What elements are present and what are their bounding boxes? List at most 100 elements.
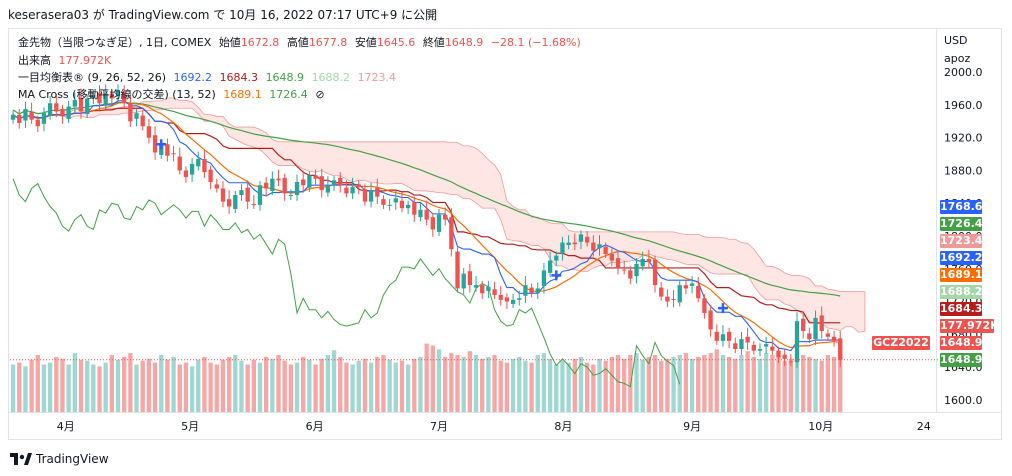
footer-brand[interactable]: TradingView bbox=[10, 452, 109, 466]
volume-bar bbox=[640, 359, 645, 412]
volume-bar bbox=[47, 362, 53, 412]
volume-bar bbox=[78, 359, 84, 412]
volume-bar bbox=[226, 356, 232, 412]
volume-bar bbox=[603, 360, 608, 412]
volume-bar bbox=[646, 356, 652, 412]
volume-bar bbox=[350, 364, 355, 412]
y-tick-label: 1960.0 bbox=[944, 99, 983, 112]
tenkan-line bbox=[12, 100, 841, 352]
close-label: 終値 bbox=[422, 36, 445, 49]
volume-bar bbox=[115, 359, 121, 412]
candle-body bbox=[35, 119, 40, 127]
volume-label[interactable]: 出来高 bbox=[18, 54, 51, 67]
volume-bar bbox=[733, 358, 738, 412]
volume-bar bbox=[134, 364, 139, 412]
volume-bar bbox=[683, 353, 689, 412]
symbol-label[interactable]: 金先物（当限つなぎ足）, 1日, COMEX bbox=[18, 36, 212, 49]
candle-body bbox=[196, 159, 201, 167]
candle-body bbox=[634, 263, 639, 277]
candle-body bbox=[467, 271, 473, 286]
price-tag: 177.972K bbox=[940, 319, 999, 333]
tradingview-logo-icon bbox=[10, 453, 32, 465]
candle-body bbox=[381, 199, 386, 205]
candle-body bbox=[208, 169, 213, 182]
x-tick-label: 7月 bbox=[430, 420, 448, 433]
candle-body bbox=[677, 285, 682, 303]
price-tag: 1689.1 bbox=[940, 268, 983, 282]
x-tick-label: 10月 bbox=[808, 420, 833, 433]
volume-bar bbox=[418, 356, 423, 412]
x-tick-label: 6月 bbox=[306, 420, 324, 433]
volume-bar bbox=[770, 355, 775, 412]
candle-body bbox=[146, 126, 152, 138]
candle-body bbox=[294, 181, 300, 196]
candle-body bbox=[597, 244, 602, 249]
candle-body bbox=[134, 113, 139, 119]
candle-body bbox=[523, 285, 528, 296]
candle-body bbox=[412, 202, 417, 215]
volume-bar bbox=[393, 362, 398, 412]
candle-body bbox=[510, 299, 516, 304]
candle-body bbox=[659, 287, 664, 297]
volume-bar bbox=[776, 356, 781, 412]
ichimoku-chikou-value: 1648.9 bbox=[265, 71, 305, 84]
volume-bar bbox=[436, 349, 442, 412]
candle-body bbox=[226, 199, 232, 207]
candle-body bbox=[745, 336, 750, 343]
candle-body bbox=[282, 177, 287, 194]
volume-bar bbox=[282, 360, 287, 412]
macross-label[interactable]: MA Cross (移動平均線の交差) (13, 52) bbox=[18, 88, 216, 101]
candle-body bbox=[609, 254, 614, 261]
low-value: 1645.6 bbox=[376, 36, 416, 49]
candle-body bbox=[115, 90, 121, 96]
candle-body bbox=[128, 103, 133, 122]
ma-slow-line bbox=[12, 101, 841, 297]
candle-body bbox=[140, 115, 145, 127]
chart-frame bbox=[8, 28, 1002, 440]
candle-body bbox=[801, 318, 806, 332]
candle-body bbox=[362, 189, 368, 202]
volume-bar bbox=[91, 364, 96, 412]
volume-bar bbox=[782, 360, 787, 412]
candle-body bbox=[331, 180, 337, 186]
volume-bar bbox=[122, 356, 127, 412]
volume-value: 177.972K bbox=[58, 54, 112, 67]
unit-label[interactable]: apoz bbox=[944, 52, 971, 65]
volume-bar bbox=[165, 359, 170, 412]
price-tag: 1648.9 bbox=[940, 336, 983, 350]
candle-body bbox=[202, 159, 207, 173]
candle-body bbox=[368, 190, 374, 202]
candle-body bbox=[751, 344, 756, 351]
candle-body bbox=[418, 209, 423, 218]
volume-bar bbox=[831, 356, 837, 412]
legend-ohlc-row: 金先物（当限つなぎ足）, 1日, COMEX 始値1672.8 高値1677.8… bbox=[18, 34, 585, 50]
candle-body bbox=[387, 204, 392, 206]
currency-label[interactable]: USD bbox=[944, 34, 968, 47]
candle-body bbox=[307, 175, 312, 188]
change-value: −28.1 (−1.68%) bbox=[490, 36, 581, 49]
price-tag: 1768.6 bbox=[940, 200, 983, 214]
candle-body bbox=[671, 299, 676, 301]
candle-body bbox=[492, 289, 497, 295]
volume-bar bbox=[381, 355, 386, 412]
volume-bar bbox=[523, 360, 528, 412]
ichimoku-spana-value: 1688.2 bbox=[311, 71, 351, 84]
volume-bar bbox=[529, 362, 534, 412]
volume-bar bbox=[72, 353, 77, 412]
candle-body bbox=[122, 92, 127, 104]
volume-bar bbox=[140, 360, 145, 412]
volume-bar bbox=[35, 355, 40, 412]
candle-body bbox=[591, 242, 596, 251]
low-label: 安値 bbox=[354, 36, 377, 49]
volume-bar bbox=[720, 355, 726, 412]
ma-cross-marker-icon bbox=[156, 139, 167, 150]
candle-body bbox=[183, 170, 189, 178]
volume-bar bbox=[264, 356, 269, 412]
volume-bar bbox=[819, 360, 824, 412]
volume-bar bbox=[177, 364, 182, 412]
volume-bar bbox=[794, 353, 800, 412]
hidden-toggle-icon[interactable]: ⊘ bbox=[315, 88, 325, 101]
volume-bar bbox=[430, 345, 435, 412]
ichimoku-label[interactable]: 一目均衡表® (9, 26, 52, 26) bbox=[18, 71, 167, 84]
volume-bar bbox=[412, 358, 417, 412]
